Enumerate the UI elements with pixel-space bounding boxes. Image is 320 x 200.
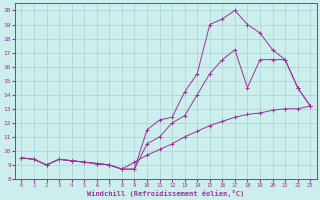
X-axis label: Windchill (Refroidissement éolien,°C): Windchill (Refroidissement éolien,°C): [87, 190, 244, 197]
